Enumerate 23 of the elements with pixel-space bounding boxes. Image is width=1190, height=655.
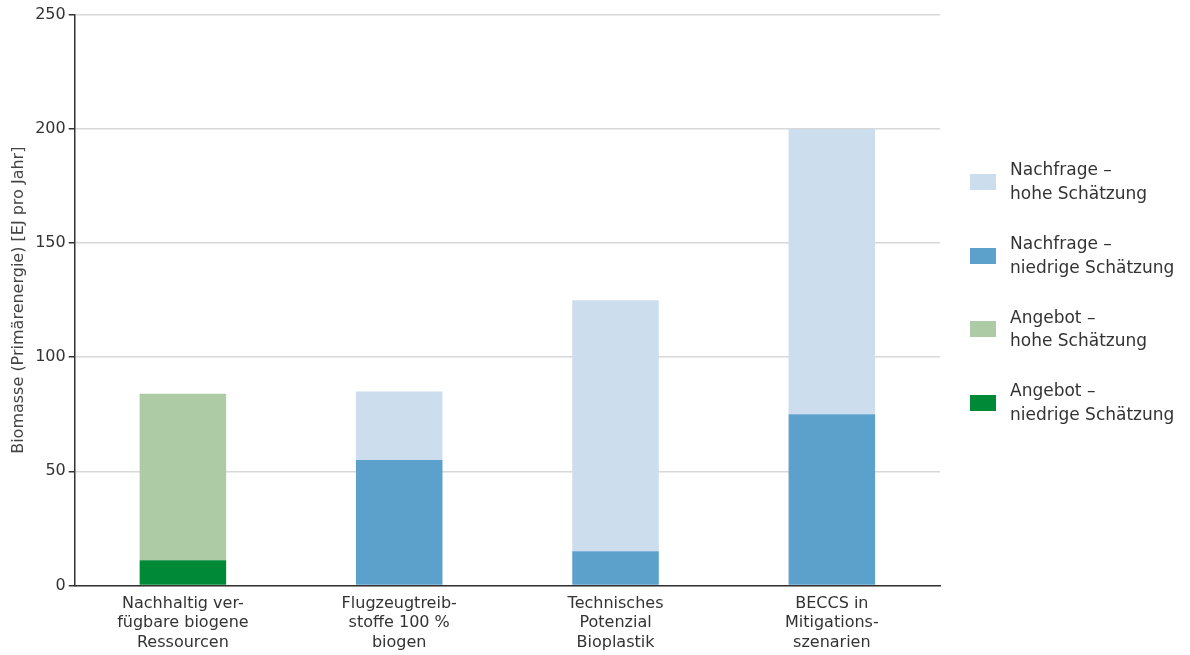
y-tick-label: 250 (35, 4, 66, 24)
x-tick-label: Flugzeugtreib- stoffe 100 % biogen (341, 593, 457, 651)
bar (139, 393, 227, 561)
legend-label: Angebot – niedrige Schätzung (1010, 379, 1175, 426)
bar (788, 414, 876, 585)
y-tick-label: 150 (35, 232, 66, 252)
legend-label: Nachfrage – hohe Schätzung (1010, 158, 1148, 206)
y-axis-title: Biomasse (Primärenergie) [EJ pro Jahr] (7, 146, 27, 454)
bar (139, 560, 227, 585)
bar (788, 129, 876, 415)
bar (355, 391, 443, 460)
x-tick-label: Nachhaltig ver- fügbare biogene Ressourcen (117, 593, 249, 651)
bar (572, 300, 659, 552)
y-tick-label: 50 (45, 460, 66, 480)
x-tick-label: BECCS in Mitigations- szenarien (785, 593, 879, 651)
bar (572, 551, 659, 585)
legend-label: Nachfrage – niedrige Schätzung (1010, 231, 1175, 279)
y-tick-label: 0 (55, 574, 66, 594)
bar (355, 459, 443, 585)
y-tick-label: 200 (35, 118, 66, 138)
x-tick-label: Technisches Potenzial Bioplastik (566, 593, 664, 651)
y-tick-label: 100 (35, 346, 66, 366)
legend-label: Angebot – hohe Schätzung (1010, 305, 1148, 353)
